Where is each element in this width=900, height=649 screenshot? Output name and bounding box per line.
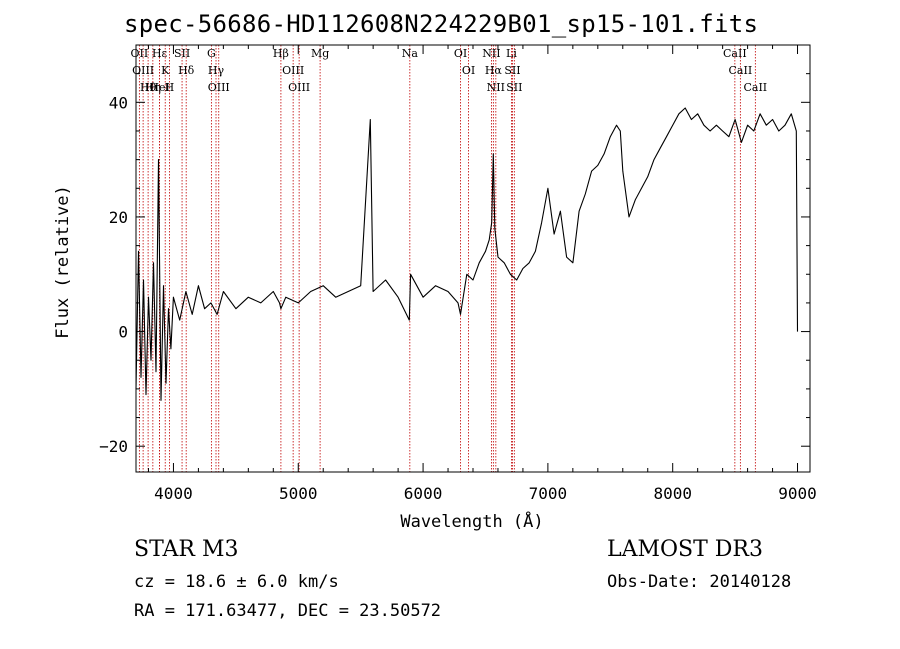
observation-date: Obs-Date: 20140128 (607, 572, 792, 592)
y-axis-label: Flux (relative) (53, 185, 73, 339)
y-tick-label: −20 (99, 437, 128, 456)
emission-line-label: OIII (132, 64, 154, 77)
emission-line-label: SII (506, 81, 522, 94)
emission-line-label: SII (504, 64, 520, 77)
emission-line-label: H (165, 81, 175, 94)
emission-line-label: OI (454, 47, 467, 60)
coordinates: RA = 171.63477, DEC = 23.50572 (134, 601, 442, 621)
x-axis-label: Wavelength (Å) (400, 510, 543, 532)
emission-line-label: Hα (485, 64, 503, 77)
emission-line-label: K (161, 64, 170, 77)
emission-line-label: Hδ (178, 64, 195, 77)
x-tick-label: 8000 (653, 484, 692, 503)
emission-line-label: OIII (288, 81, 310, 94)
survey-name: LAMOST DR3 (607, 537, 763, 562)
emission-line-label: Hθ (140, 81, 157, 94)
emission-line-label: Mg (311, 47, 329, 60)
emission-line-label: Na (402, 47, 419, 60)
emission-line-label: NII (482, 47, 500, 60)
emission-line-label: Hγ (208, 64, 225, 77)
emission-line-label: NII (487, 81, 505, 94)
emission-line-label: Li (506, 47, 517, 60)
x-tick-label: 6000 (404, 484, 443, 503)
plot-frame (135, 44, 811, 473)
emission-line-label: CaII (729, 64, 753, 77)
emission-line-label: CaII (743, 81, 767, 94)
emission-line-label: OIII (208, 81, 230, 94)
emission-line-label: CaII (723, 47, 747, 60)
x-tick-label: 9000 (778, 484, 817, 503)
emission-line-label: OII (131, 47, 149, 60)
emission-line-label: OI (462, 64, 475, 77)
spectrum-line (135, 107, 799, 401)
emission-line-label: HeI (149, 81, 169, 94)
y-tick-label: 0 (118, 323, 128, 342)
emission-line-label: Hβ (273, 47, 289, 60)
emission-line-label: Hη (145, 81, 161, 94)
y-tick-label: 20 (109, 208, 128, 227)
emission-line-label: G (207, 47, 216, 60)
emission-line-label: SII (174, 47, 190, 60)
object-class: STAR M3 (134, 537, 239, 562)
emission-line-label: Hε (152, 47, 168, 60)
y-tick-label: 40 (109, 93, 128, 112)
chart-title: spec-56686-HD112608N224229B01_sp15-101.f… (124, 10, 759, 38)
x-tick-label: 5000 (279, 484, 318, 503)
redshift-velocity: cz = 18.6 ± 6.0 km/s (134, 572, 339, 592)
x-tick-label: 7000 (529, 484, 568, 503)
x-tick-label: 4000 (154, 484, 193, 503)
emission-line-label: OIII (282, 64, 304, 77)
